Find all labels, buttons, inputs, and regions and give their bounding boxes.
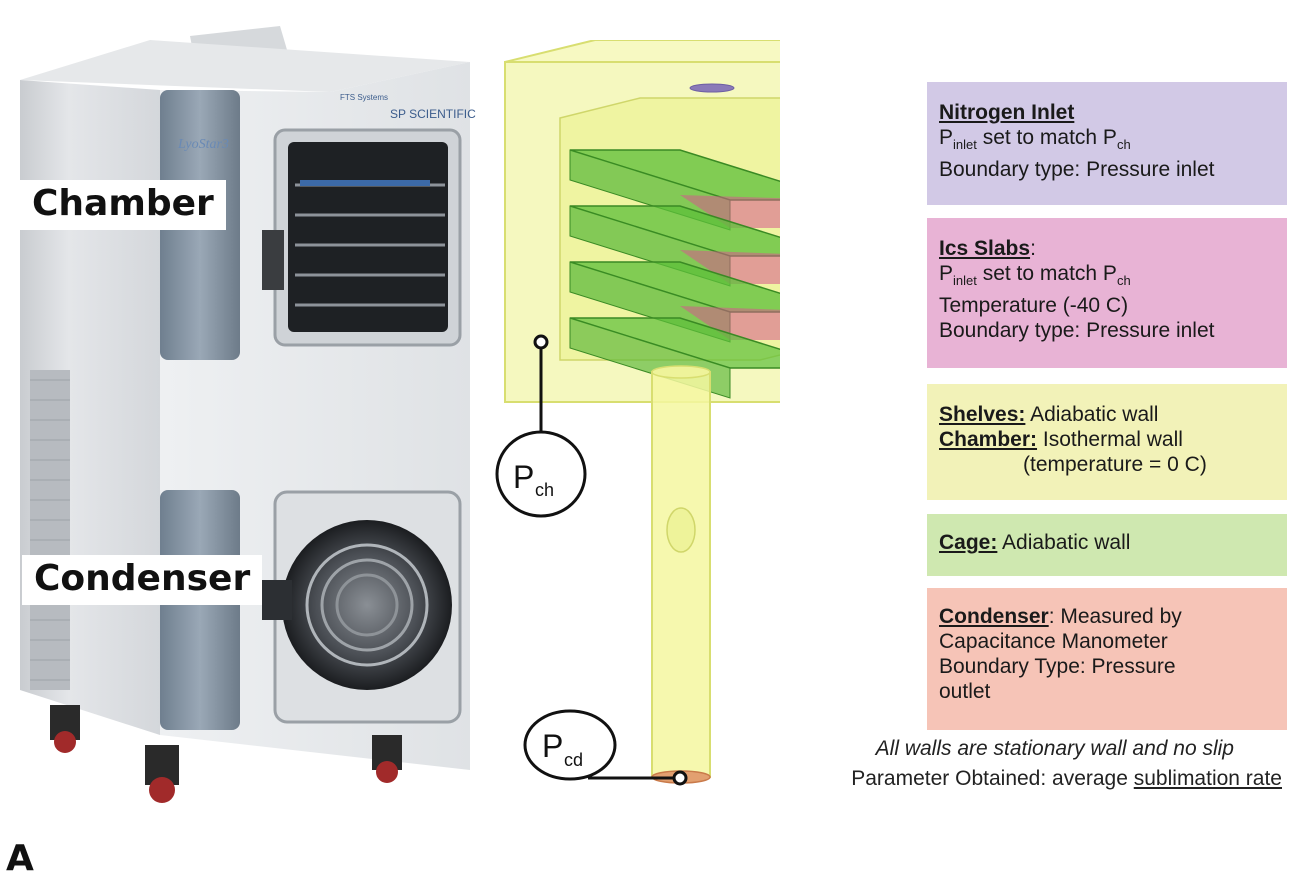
nitrogen-inlet-box: Nitrogen Inlet Pinlet set to match Pch B…: [927, 82, 1287, 205]
chamber-cfd-diagram: P ch P cd: [495, 40, 780, 786]
brand-main-text: SP SCIENTIFIC: [390, 107, 476, 121]
ics-slabs-line3: Boundary type: Pressure inlet: [939, 319, 1215, 342]
nitrogen-inlet-title: Nitrogen Inlet: [939, 101, 1075, 124]
ics-slabs-title: Ics Slabs:: [939, 237, 1036, 260]
figure-letter: A: [6, 838, 34, 879]
p-ch-indicator: [495, 430, 587, 518]
ics-slabs-box: Ics Slabs: Pinlet set to match Pch Tempe…: [927, 218, 1287, 368]
nitrogen-inlet-port: [689, 83, 735, 93]
condenser-label: Condenser: [22, 555, 263, 605]
p-ch-label-sub: ch: [535, 480, 554, 500]
nitrogen-inlet-line1: Pinlet set to match Pch: [939, 126, 1131, 152]
condenser-line2: Capacitance Manometer: [939, 630, 1168, 653]
chamber-line: Chamber: Isothermal wall: [939, 428, 1183, 451]
cage-line: Cage: Adiabatic wall: [939, 531, 1131, 554]
shelves-line: Shelves: Adiabatic wall: [939, 403, 1159, 426]
brand-top-text: FTS Systems: [340, 93, 388, 102]
condenser-box: Condenser: Measured by Capacitance Manom…: [927, 588, 1287, 730]
chamber-temp-line: (temperature = 0 C): [1023, 453, 1207, 476]
condenser-pipe: [651, 371, 711, 778]
p-cd-label-main: P: [542, 728, 563, 764]
model-text: LyoStar3: [177, 137, 229, 152]
chamber-label: Chamber: [20, 180, 226, 230]
nitrogen-inlet-line2: Boundary type: Pressure inlet: [939, 158, 1215, 181]
ics-slabs-line2: Temperature (-40 C): [939, 294, 1129, 317]
ics-slabs-line1: Pinlet set to match Pch: [939, 262, 1131, 288]
shelves-chamber-box: Shelves: Adiabatic wall Chamber: Isother…: [927, 384, 1287, 500]
p-cd-indicator: [523, 709, 617, 781]
cage-box: Cage: Adiabatic wall: [927, 514, 1287, 576]
condenser-line4: outlet: [939, 680, 991, 703]
condenser-line1: Condenser: Measured by: [939, 605, 1182, 628]
condenser-line3: Boundary Type: Pressure: [939, 655, 1176, 678]
parameter-note: Parameter Obtained: average sublimation …: [851, 767, 1282, 790]
p-cd-label-sub: cd: [564, 750, 583, 770]
p-ch-label-main: P: [513, 459, 534, 495]
freeze-dryer-photo: FTS Systems SP SCIENTIFIC LyoStar3: [20, 26, 476, 803]
shelves-group: [569, 149, 780, 399]
walls-note: All walls are stationary wall and no sli…: [875, 737, 1234, 760]
